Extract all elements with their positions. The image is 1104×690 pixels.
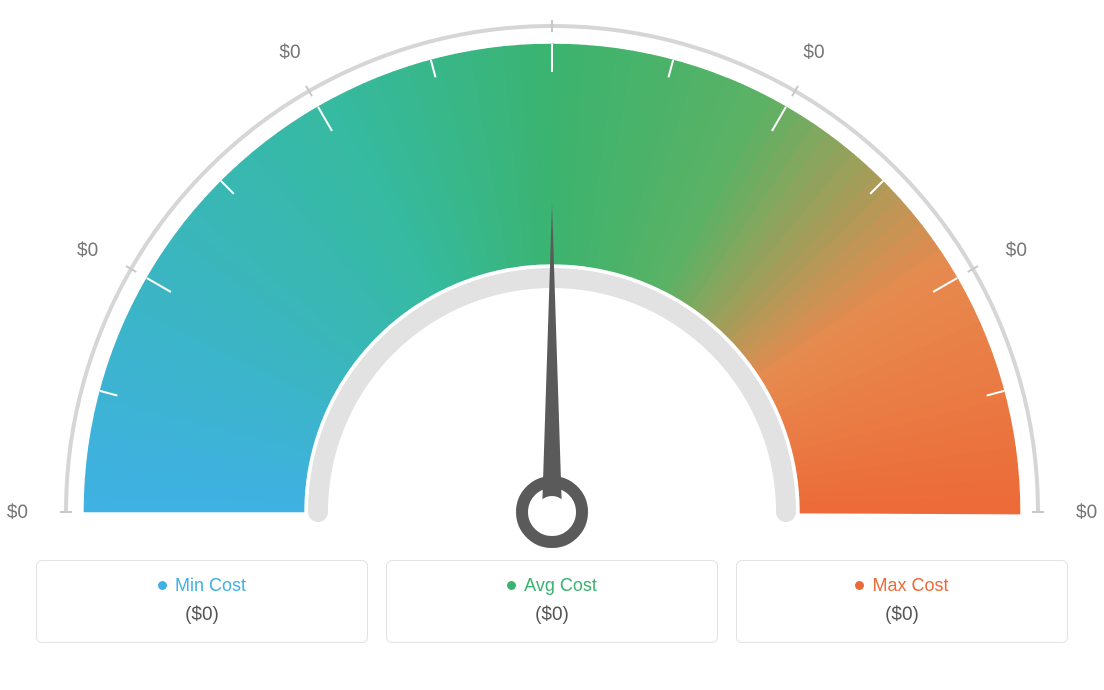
gauge-scale-label: $0 — [1006, 240, 1027, 261]
legend-dot-avg — [507, 581, 516, 590]
legend-header: Avg Cost — [399, 575, 705, 596]
legend-card-min: Min Cost ($0) — [36, 560, 368, 643]
gauge-chart: $0$0$0$0$0$0$0 — [0, 0, 1104, 560]
legend-header: Min Cost — [49, 575, 355, 596]
gauge-scale-label: $0 — [7, 502, 28, 523]
legend-dot-max — [855, 581, 864, 590]
legend-dot-min — [158, 581, 167, 590]
legend-header: Max Cost — [749, 575, 1055, 596]
legend-label: Avg Cost — [524, 575, 597, 596]
legend-label: Max Cost — [872, 575, 948, 596]
legend-value: ($0) — [399, 604, 705, 626]
legend-card-avg: Avg Cost ($0) — [386, 560, 718, 643]
legend-card-max: Max Cost ($0) — [736, 560, 1068, 643]
gauge-scale-label: $0 — [279, 42, 300, 63]
needle-pivot-hole — [536, 496, 568, 528]
gauge-svg: $0$0$0$0$0$0$0 — [0, 0, 1104, 560]
gauge-scale-label: $0 — [77, 240, 98, 261]
gauge-scale-label: $0 — [1076, 502, 1097, 523]
legend-value: ($0) — [49, 604, 355, 626]
legend-label: Min Cost — [175, 575, 246, 596]
legend-row: Min Cost ($0) Avg Cost ($0) Max Cost ($0… — [0, 560, 1104, 643]
gauge-scale-label: $0 — [803, 42, 824, 63]
legend-value: ($0) — [749, 604, 1055, 626]
